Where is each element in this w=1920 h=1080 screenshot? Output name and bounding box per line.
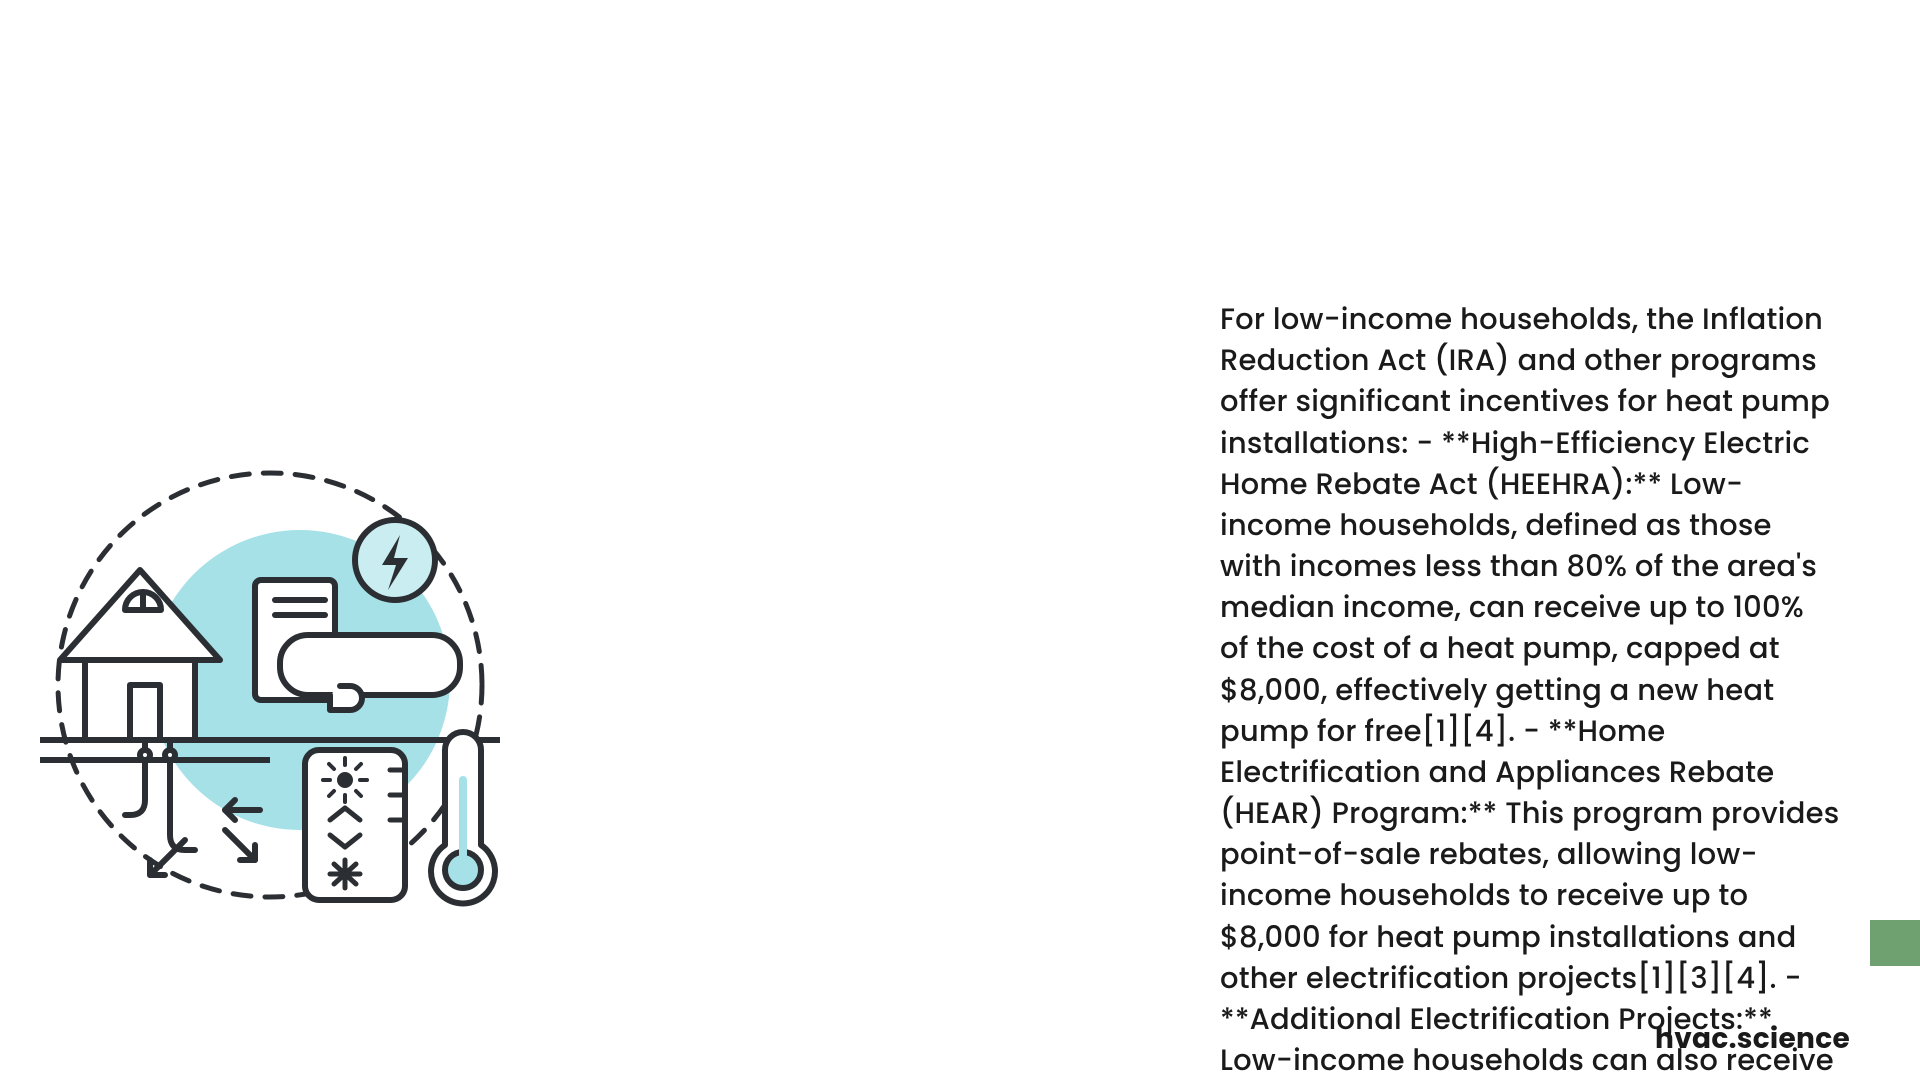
site-watermark: hvac.science xyxy=(1655,1018,1850,1060)
edge-tab xyxy=(1870,920,1920,966)
heat-pump-icon xyxy=(30,460,510,910)
article-body: For low-income households, the Inflation… xyxy=(1220,300,1840,1080)
heat-pump-illustration xyxy=(30,460,510,910)
